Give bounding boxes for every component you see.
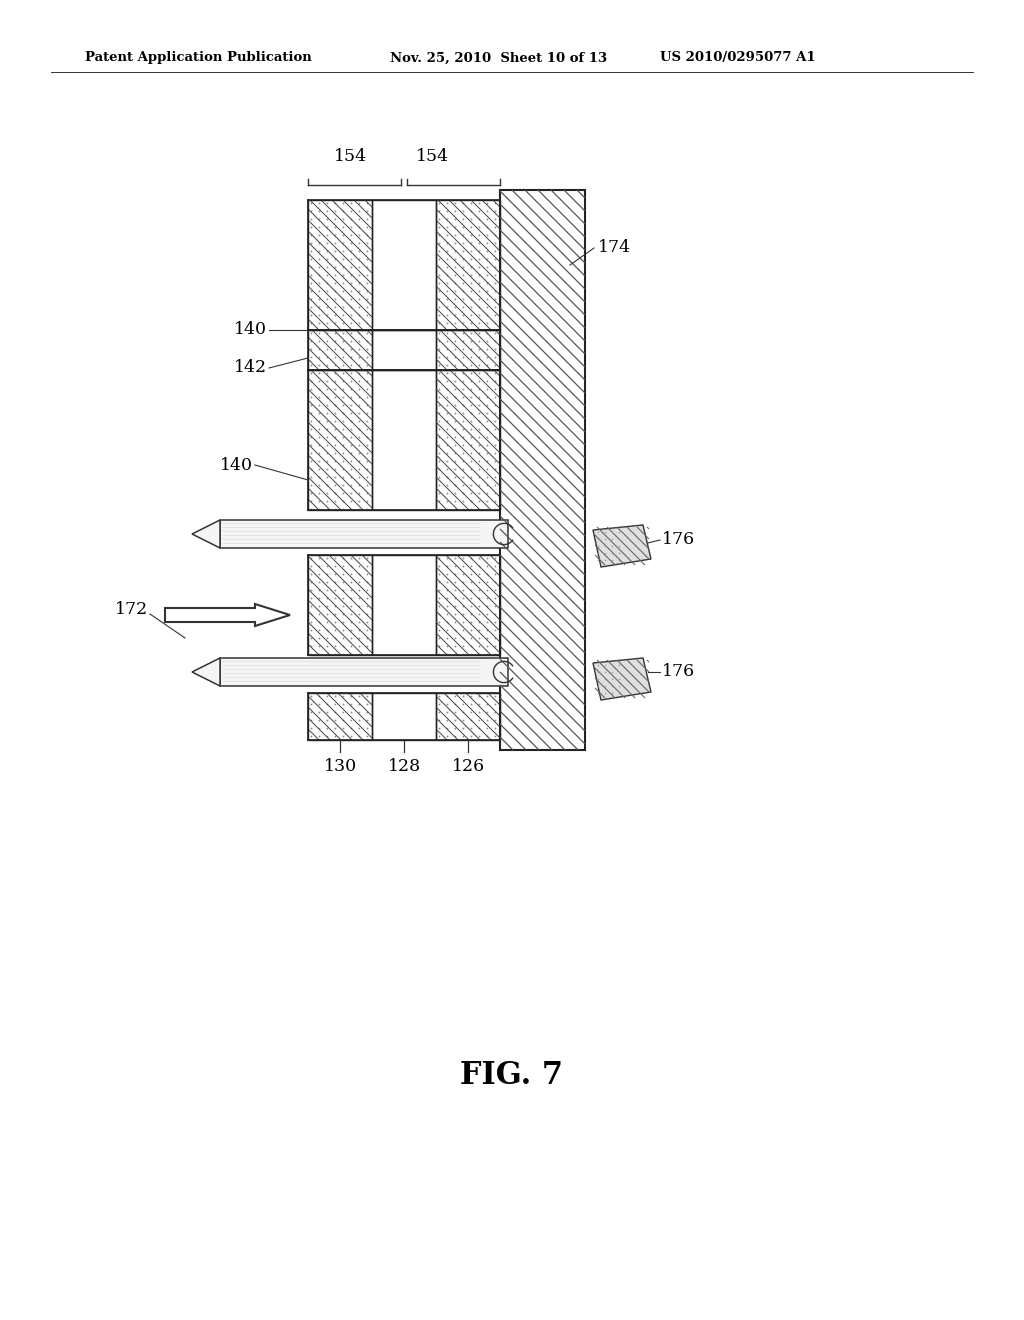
Text: 126: 126 [452, 758, 484, 775]
Text: 128: 128 [387, 758, 421, 775]
Polygon shape [593, 657, 651, 700]
Text: 176: 176 [662, 532, 695, 549]
Bar [500, 190, 585, 750]
Polygon shape [593, 525, 651, 568]
Bar [220, 657, 508, 686]
Bar [372, 693, 436, 741]
Bar [220, 520, 508, 548]
Bar [372, 370, 436, 510]
Text: 154: 154 [416, 148, 449, 165]
Text: 154: 154 [334, 148, 367, 165]
Text: 140: 140 [220, 457, 253, 474]
Bar [436, 693, 500, 741]
Bar [436, 370, 500, 510]
Bar [308, 554, 372, 655]
Text: Patent Application Publication: Patent Application Publication [85, 51, 311, 65]
Bar [308, 693, 372, 741]
Text: US 2010/0295077 A1: US 2010/0295077 A1 [660, 51, 816, 65]
Bar [372, 201, 436, 330]
Bar [436, 201, 500, 330]
Bar [436, 554, 500, 655]
Text: 130: 130 [324, 758, 356, 775]
Bar [308, 201, 372, 330]
Text: FIG. 7: FIG. 7 [461, 1060, 563, 1090]
Text: 140: 140 [234, 322, 267, 338]
Polygon shape [165, 605, 290, 626]
Text: Nov. 25, 2010  Sheet 10 of 13: Nov. 25, 2010 Sheet 10 of 13 [390, 51, 607, 65]
Text: 142: 142 [233, 359, 267, 376]
Text: 174: 174 [598, 239, 631, 256]
Polygon shape [193, 520, 220, 548]
Bar [308, 330, 372, 370]
Bar [372, 554, 436, 655]
Polygon shape [193, 657, 220, 686]
Text: 176: 176 [662, 664, 695, 681]
Bar [372, 330, 436, 370]
Bar [436, 330, 500, 370]
Text: 172: 172 [115, 602, 148, 619]
Bar [308, 370, 372, 510]
